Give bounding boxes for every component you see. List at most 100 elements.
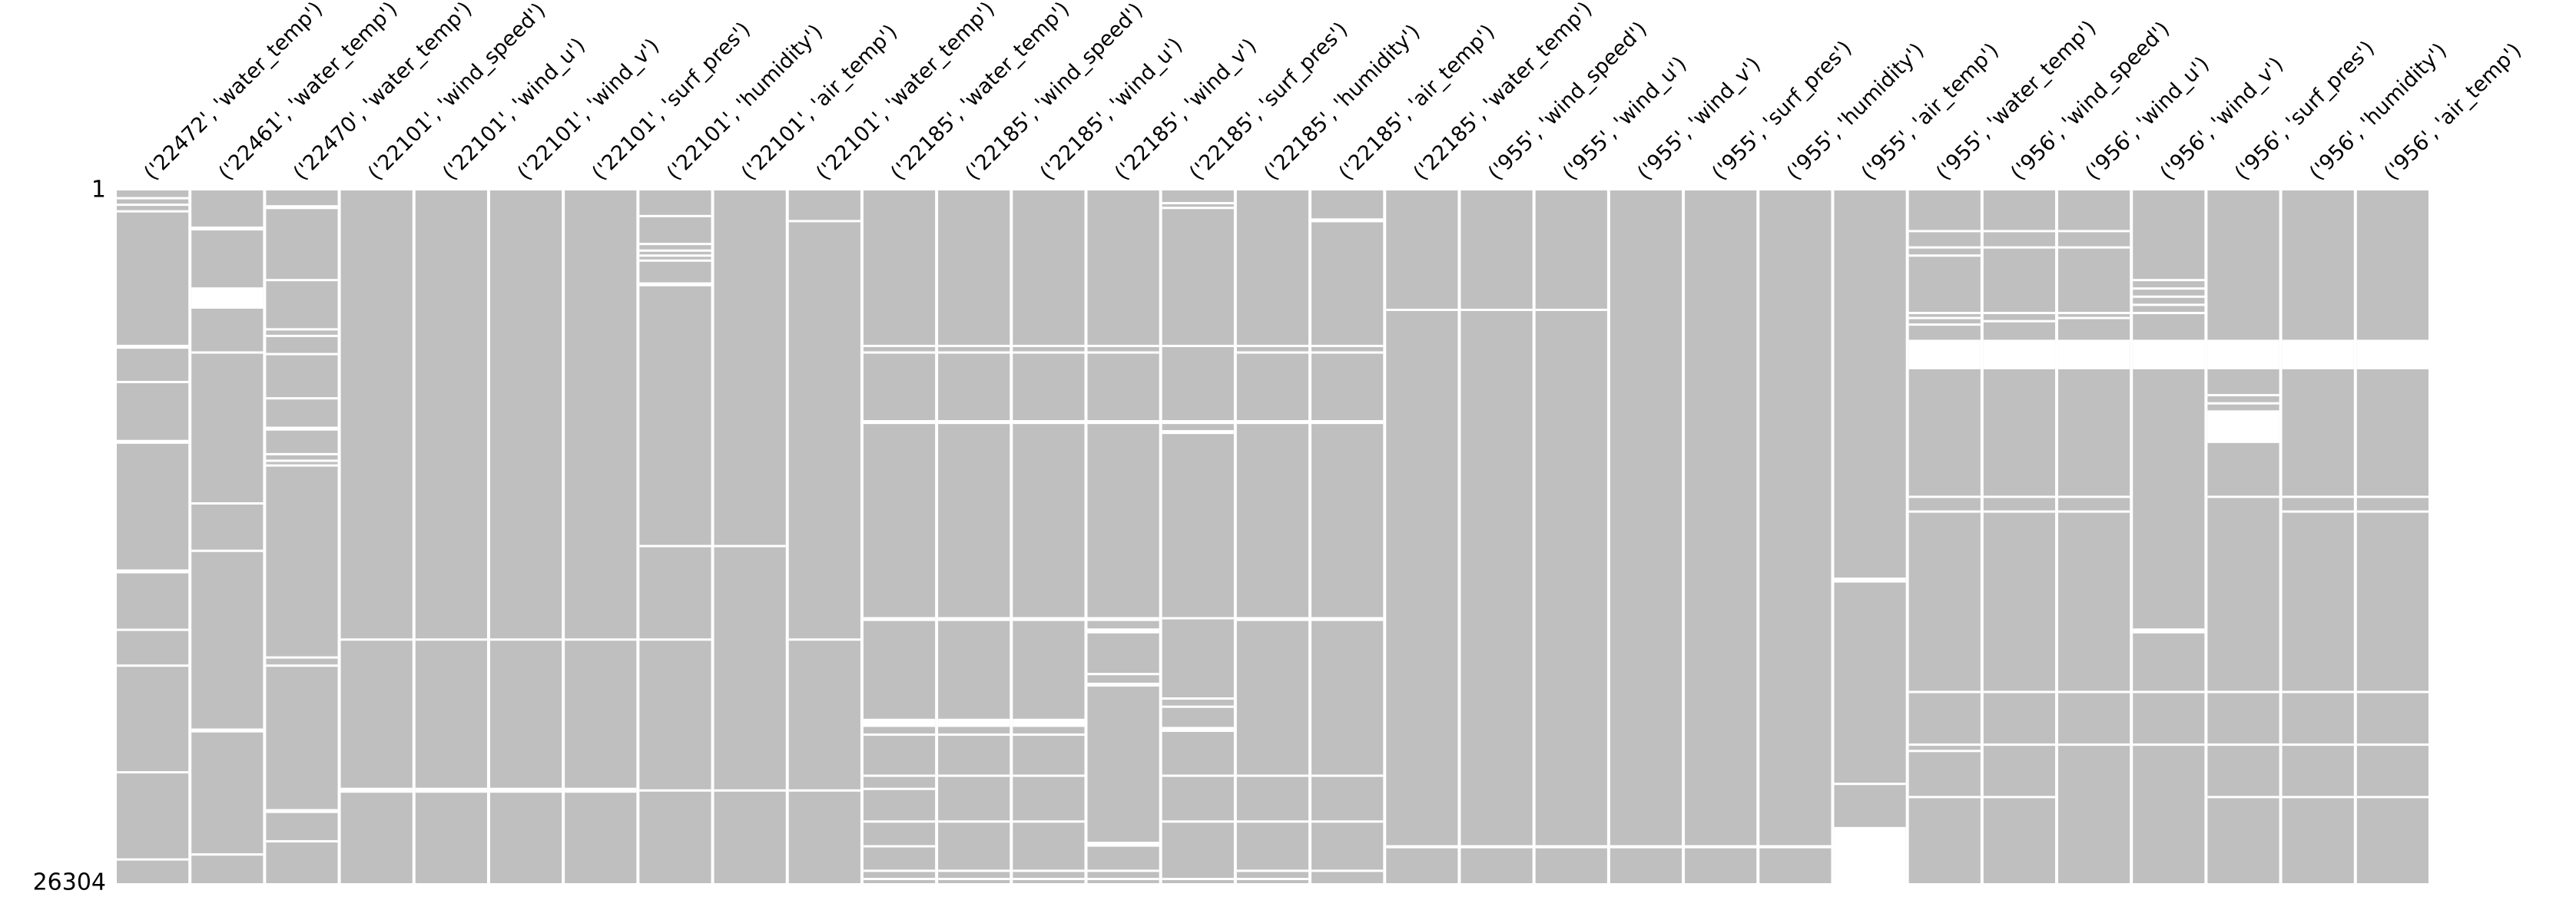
- missing-gap: [2133, 295, 2205, 298]
- missing-gap: [2207, 394, 2279, 397]
- column-bar: [489, 190, 562, 883]
- missing-gap: [1311, 419, 1384, 425]
- missing-gap: [1087, 344, 1159, 347]
- column-bar: [1685, 190, 1757, 883]
- missing-gap: [2133, 312, 2205, 315]
- missing-gap: [938, 617, 1010, 621]
- missing-gap: [266, 809, 338, 813]
- missing-gap: [1311, 820, 1384, 823]
- missing-gap: [863, 617, 936, 621]
- column-bar: [863, 190, 936, 883]
- missing-gap: [1460, 308, 1533, 311]
- missing-gap: [340, 787, 413, 793]
- missing-gap: [2058, 690, 2130, 693]
- column-bar: [2356, 190, 2428, 883]
- missing-gap: [1087, 419, 1159, 425]
- missing-gap: [1386, 845, 1458, 849]
- missing-gap: [938, 878, 1010, 881]
- missing-gap: [1087, 673, 1159, 676]
- column-bar: [1311, 190, 1384, 883]
- column-label: ('956', 'wind_u'): [2081, 52, 2214, 185]
- missing-gap: [938, 733, 1010, 736]
- missing-gap: [938, 869, 1010, 872]
- missing-gap: [2282, 690, 2354, 693]
- missing-gap: [266, 279, 338, 282]
- missing-gap: [1013, 419, 1085, 425]
- missing-gap: [1983, 319, 2056, 323]
- column-bar: [2058, 190, 2130, 883]
- missing-gap: [1311, 617, 1384, 621]
- column-label: ('955', 'air_temp'): [1857, 38, 2004, 185]
- column-bar: [1236, 190, 1309, 883]
- missing-gap: [266, 328, 338, 331]
- missing-gap: [1087, 628, 1159, 634]
- column-label: ('955', 'wind_v'): [1633, 53, 1765, 185]
- column-bar: [1908, 190, 1981, 883]
- missing-gap: [191, 728, 264, 733]
- missing-gap: [1834, 826, 1906, 883]
- missing-gap: [938, 344, 1010, 347]
- column-label: ('956', 'wind_v'): [2156, 53, 2288, 185]
- missing-gap: [1311, 218, 1384, 223]
- column-bar: [2133, 190, 2205, 883]
- missing-gap: [863, 787, 936, 790]
- missing-gap: [2058, 495, 2130, 498]
- column-bar: [340, 190, 413, 883]
- missing-gap: [1162, 202, 1234, 205]
- column-bar: [565, 190, 637, 883]
- missing-gap: [1162, 207, 1234, 210]
- column-bar: [117, 190, 189, 883]
- missing-gap: [1162, 419, 1234, 425]
- missing-gap: [191, 287, 264, 309]
- column-label: ('22185', 'wind_v'): [1110, 34, 1261, 185]
- missing-gap: [117, 344, 189, 349]
- missing-gap: [266, 334, 338, 337]
- missing-gap: [1013, 718, 1085, 727]
- missing-gap: [1162, 878, 1234, 881]
- missing-gap: [565, 638, 637, 641]
- missing-gap: [1535, 845, 1607, 849]
- missing-gap: [1908, 254, 1981, 257]
- missing-gap: [863, 718, 936, 727]
- missing-gap: [863, 733, 936, 736]
- missing-gap: [1013, 820, 1085, 823]
- missing-gap: [191, 351, 264, 354]
- missing-gap: [1685, 845, 1757, 849]
- missing-gap: [863, 774, 936, 777]
- missing-gap: [565, 787, 637, 793]
- missing-gap: [1162, 705, 1234, 708]
- missing-gap: [1908, 495, 1981, 498]
- missing-gap: [1908, 316, 1981, 319]
- missing-gap: [1535, 308, 1607, 311]
- missing-gap: [938, 820, 1010, 823]
- missing-gap: [2058, 246, 2130, 249]
- missing-gap: [1013, 869, 1085, 872]
- missing-gap: [863, 419, 936, 425]
- missing-gap: [1983, 339, 2056, 369]
- missing-gap: [1013, 878, 1085, 881]
- missing-gap: [2058, 743, 2130, 746]
- missing-gap: [1311, 351, 1384, 354]
- missing-gap: [2356, 495, 2428, 498]
- missing-gap: [415, 638, 487, 641]
- missing-gap: [639, 243, 711, 246]
- missing-gap: [1908, 750, 1981, 753]
- missing-gap: [639, 254, 711, 257]
- column-bar: [1087, 190, 1159, 883]
- missing-gap: [639, 259, 711, 262]
- missing-gap: [938, 774, 1010, 777]
- column-bar: [1162, 190, 1234, 883]
- missing-gap: [117, 197, 189, 200]
- missing-gap: [191, 226, 264, 231]
- missing-gap: [2207, 339, 2279, 369]
- missing-gap: [1087, 682, 1159, 687]
- missing-gap: [714, 789, 786, 792]
- column-label: ('956', 'humidity'): [2305, 38, 2452, 185]
- missing-gap: [938, 351, 1010, 354]
- missing-gap: [1236, 774, 1309, 777]
- row-label: 26304: [33, 869, 106, 896]
- missing-gap: [340, 638, 413, 641]
- column-label: ('956', 'surf_pres'): [2230, 36, 2379, 185]
- missing-gap: [2282, 339, 2354, 369]
